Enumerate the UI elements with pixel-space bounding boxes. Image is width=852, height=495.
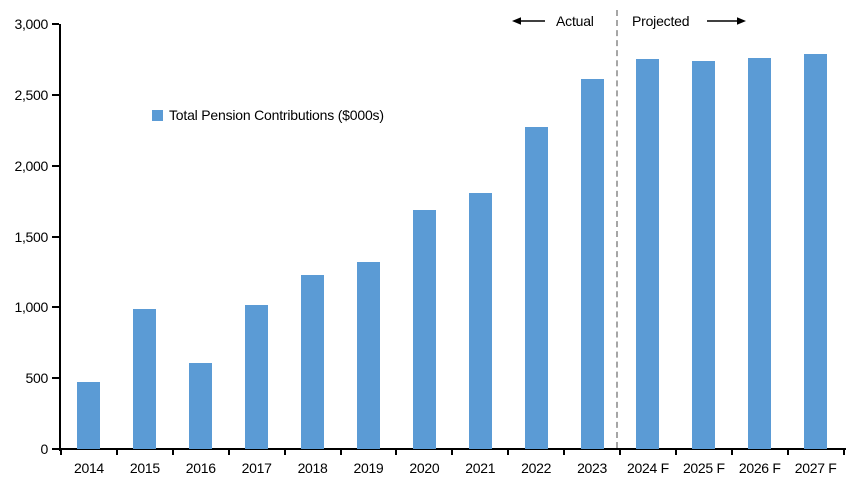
x-axis-tick-label: 2017	[241, 460, 272, 476]
bar	[356, 262, 380, 449]
actual-label: Actual	[556, 13, 594, 29]
x-tick-mark	[730, 450, 733, 455]
x-axis-tick-label: 2019	[353, 460, 384, 476]
x-axis-tick-label: 2018	[297, 460, 328, 476]
projected-label: Projected	[632, 13, 690, 29]
actual-projected-divider	[616, 10, 618, 448]
x-axis-tick-label: 2016	[185, 460, 216, 476]
x-tick-mark	[674, 450, 677, 455]
x-tick-mark	[283, 450, 286, 455]
y-tick-mark	[52, 164, 59, 167]
x-axis-tick-label: 2014	[73, 460, 104, 476]
x-tick-mark	[115, 450, 118, 455]
bar	[468, 192, 492, 449]
x-tick-mark	[563, 450, 566, 455]
x-tick-mark	[786, 450, 789, 455]
bar	[245, 304, 269, 449]
y-axis-tick-label: 2,500	[14, 86, 48, 103]
bar	[412, 209, 436, 449]
y-tick-mark	[52, 93, 59, 96]
x-axis-tick-label: 2026 F	[738, 460, 781, 476]
y-tick-mark	[52, 448, 59, 450]
bar	[692, 60, 716, 449]
bar	[77, 382, 101, 449]
y-axis-tick-label: 1,000	[14, 299, 48, 316]
x-tick-mark	[227, 450, 230, 455]
y-tick-mark	[52, 23, 59, 25]
y-axis-tick-label: 0	[40, 441, 49, 457]
bar	[636, 59, 660, 449]
y-axis-tick-label: 3,000	[14, 16, 48, 32]
y-axis-tick-label: 2,000	[14, 157, 48, 174]
x-tick-mark	[60, 450, 62, 455]
y-tick-mark	[52, 235, 59, 238]
legend-label: Total Pension Contributions ($000s)	[169, 107, 384, 123]
bar	[580, 79, 604, 449]
left-arrow-icon	[512, 17, 545, 25]
legend-swatch-icon	[152, 109, 163, 121]
x-tick-mark	[395, 450, 398, 455]
x-axis-tick-label: 2023	[577, 460, 608, 476]
x-axis-tick-label: 2025 F	[682, 460, 725, 476]
x-axis-tick-label: 2020	[409, 460, 440, 476]
legend: Total Pension Contributions ($000s)	[152, 107, 384, 123]
x-axis-tick-label: 2024 F	[627, 460, 669, 476]
bar	[524, 127, 548, 449]
x-tick-mark	[507, 450, 510, 455]
x-axis-tick-label: 2021	[465, 460, 496, 476]
x-tick-mark	[171, 450, 174, 455]
y-axis-line	[59, 24, 61, 451]
bar	[804, 53, 828, 449]
x-axis-tick-label: 2022	[521, 460, 552, 476]
x-axis-line	[59, 448, 846, 450]
x-tick-mark	[619, 450, 621, 455]
bar	[133, 308, 157, 449]
x-tick-mark	[842, 450, 845, 455]
right-arrow-icon	[707, 17, 746, 25]
y-tick-mark	[52, 306, 59, 309]
y-axis-tick-label: 500	[25, 370, 49, 387]
y-tick-mark	[52, 377, 59, 380]
bar	[748, 58, 772, 449]
x-axis-tick-label: 2027 F	[794, 460, 837, 476]
x-tick-mark	[451, 450, 454, 455]
y-axis-tick-label: 1,500	[14, 228, 48, 245]
bar	[301, 274, 325, 449]
x-tick-mark	[339, 450, 342, 455]
bar	[189, 362, 213, 449]
x-axis-tick-label: 2015	[129, 460, 160, 476]
